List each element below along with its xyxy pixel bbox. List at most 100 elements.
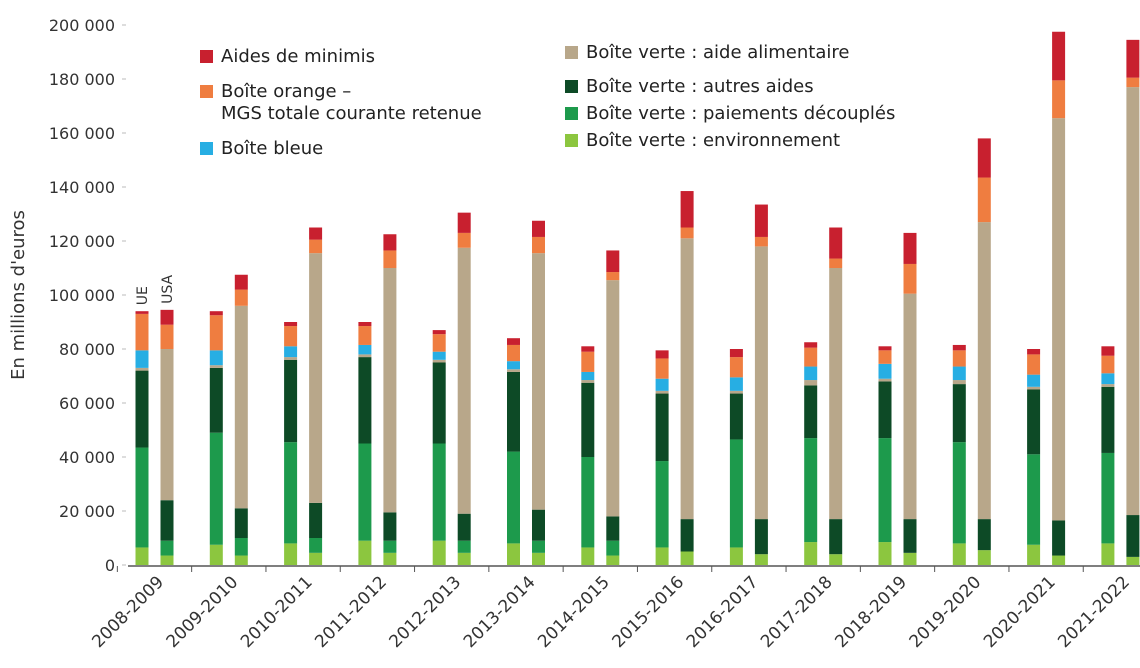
bar-segment <box>1126 77 1140 88</box>
bar-segment <box>903 293 917 520</box>
bar-segment <box>1101 384 1115 387</box>
y-tick-label: 200 000 <box>49 16 115 35</box>
bar-segment <box>135 311 149 314</box>
bar-segment <box>309 502 323 538</box>
bar-segment <box>655 350 669 359</box>
bar-segment <box>209 350 223 366</box>
bar-segment <box>1101 373 1115 385</box>
bar-segment <box>729 393 743 440</box>
bar-segment <box>952 442 966 544</box>
y-tick-label: 180 000 <box>49 70 115 89</box>
bar-segment <box>1126 515 1140 557</box>
bar-segment <box>532 540 545 553</box>
bar-segment <box>754 236 768 247</box>
bar-segment <box>457 540 471 553</box>
bar-segment <box>432 540 446 565</box>
bar-segment <box>432 359 446 363</box>
bar-segment <box>1101 346 1115 356</box>
bar-segment <box>952 366 966 381</box>
bar-segment <box>878 438 892 543</box>
bar-segment <box>532 220 545 237</box>
bar-segment <box>878 378 892 382</box>
bar-segment <box>1126 39 1140 78</box>
bar-segment <box>680 519 694 552</box>
bar-segment <box>358 354 372 358</box>
y-tick-label: 0 <box>105 556 115 575</box>
bar-segment <box>234 508 248 538</box>
bar-segment <box>1027 544 1041 565</box>
bar-segment <box>581 371 595 381</box>
bar-segment <box>606 516 620 541</box>
bar-segment <box>1052 80 1066 119</box>
bar-segment <box>878 363 892 379</box>
bar-segment <box>532 236 545 254</box>
bar-segment <box>952 380 966 385</box>
bar-segment <box>655 461 669 548</box>
legend-label: Aides de minimis <box>221 46 375 67</box>
bar-segment <box>804 380 818 386</box>
bar-segment <box>507 371 520 452</box>
bar-segment <box>804 366 818 381</box>
bar-segment <box>804 542 818 565</box>
bar-segment <box>829 554 843 565</box>
bar-segment <box>1126 556 1140 565</box>
bar-segment <box>284 442 298 544</box>
bar-segment <box>1052 31 1066 81</box>
bar-segment <box>383 540 397 553</box>
bar-segment <box>1027 454 1041 545</box>
bar-segment <box>507 344 520 362</box>
legend-swatch <box>565 46 578 59</box>
bar-segment <box>754 204 768 237</box>
x-tick-label: 2019-2020 <box>906 572 986 652</box>
y-axis-label: En millions d'euros <box>8 210 29 380</box>
bar-segment <box>309 552 323 565</box>
bar-segment <box>160 349 174 501</box>
bar-segment <box>655 390 669 394</box>
bar-segment <box>680 227 694 239</box>
bar-segment <box>878 350 892 364</box>
bar-segment <box>829 519 843 555</box>
bar-segment <box>284 359 298 443</box>
bar-segment <box>457 552 471 565</box>
bar-segment <box>581 457 595 548</box>
bar-segment <box>1101 452 1115 544</box>
legend-label: Boîte verte : autres aides <box>586 76 814 97</box>
group-label: USA <box>160 274 176 303</box>
legend-label: Boîte bleue <box>221 138 324 159</box>
bar-segment <box>1027 354 1041 375</box>
bar-segment <box>804 438 818 543</box>
bar-segment <box>581 547 595 565</box>
legend-item: Boîte verte : autres aides <box>565 76 814 98</box>
bar-segment <box>209 311 223 316</box>
bar-segment <box>952 344 966 351</box>
bar-segment <box>1027 374 1041 387</box>
bar-segment <box>977 138 991 178</box>
bar-segment <box>729 349 743 358</box>
bar-segment <box>309 239 323 254</box>
bar-segment <box>284 322 298 327</box>
bar-segment <box>383 234 397 251</box>
bar-segment <box>309 227 323 240</box>
bar-segment <box>234 555 248 565</box>
bar-segment <box>581 382 595 457</box>
bar-segment <box>160 555 174 565</box>
bar-segment <box>358 540 372 565</box>
y-tick-label: 140 000 <box>49 178 115 197</box>
bar-segment <box>160 324 174 349</box>
bar-segment <box>507 361 520 370</box>
bar-segment <box>209 544 223 565</box>
bar-segment <box>457 247 471 514</box>
bar-segment <box>234 289 248 306</box>
bar-segment <box>358 344 372 355</box>
y-tick-label: 100 000 <box>49 286 115 305</box>
legend-item: Boîte verte : paiements découplés <box>565 103 895 125</box>
bar-segment <box>284 346 298 358</box>
y-tick-label: 20 000 <box>59 502 115 521</box>
y-tick-label: 40 000 <box>59 448 115 467</box>
bar-segment <box>977 550 991 565</box>
bar-segment <box>606 272 620 281</box>
x-tick-label: 2017-2018 <box>757 572 837 652</box>
bar-segment <box>432 351 446 360</box>
